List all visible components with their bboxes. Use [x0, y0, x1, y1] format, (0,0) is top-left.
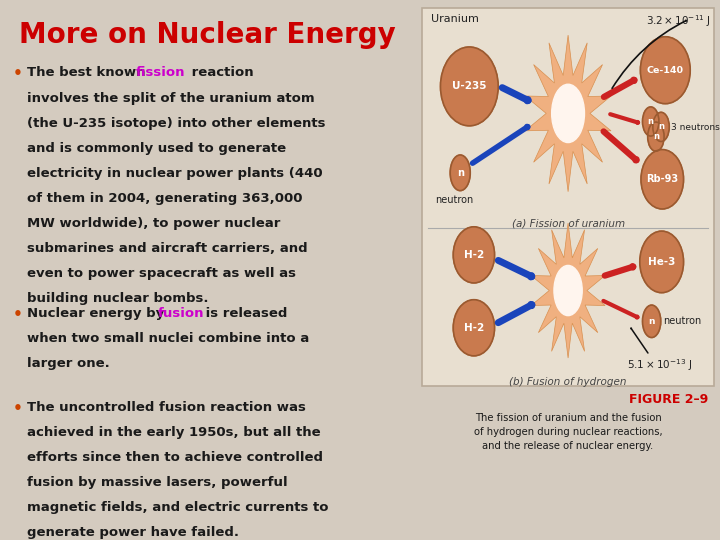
Text: The fission of uranium and the fusion
of hydrogen during nuclear reactions,
and : The fission of uranium and the fusion of… — [474, 413, 662, 451]
Ellipse shape — [642, 305, 661, 338]
Text: neutron: neutron — [663, 316, 701, 326]
Text: achieved in the early 1950s, but all the: achieved in the early 1950s, but all the — [27, 426, 320, 439]
Ellipse shape — [453, 227, 495, 283]
Text: is released: is released — [201, 307, 287, 320]
Ellipse shape — [648, 122, 664, 151]
Ellipse shape — [640, 231, 683, 293]
Text: Ce-140: Ce-140 — [647, 66, 684, 75]
Ellipse shape — [653, 112, 670, 141]
Text: even to power spacecraft as well as: even to power spacecraft as well as — [27, 267, 296, 280]
Circle shape — [552, 84, 585, 143]
Text: involves the split of the uranium atom: involves the split of the uranium atom — [27, 91, 315, 105]
Text: generate power have failed.: generate power have failed. — [27, 526, 239, 539]
Ellipse shape — [453, 300, 495, 356]
Text: H-2: H-2 — [464, 323, 484, 333]
Text: n: n — [658, 123, 664, 131]
Text: The best known: The best known — [27, 66, 150, 79]
Circle shape — [554, 265, 582, 315]
Text: electricity in nuclear power plants (440: electricity in nuclear power plants (440 — [27, 167, 323, 180]
Text: n: n — [456, 168, 464, 178]
Text: n: n — [648, 117, 654, 126]
Text: fusion: fusion — [158, 307, 204, 320]
Text: MW worldwide), to power nuclear: MW worldwide), to power nuclear — [27, 217, 280, 230]
Text: (the U-235 isotope) into other elements: (the U-235 isotope) into other elements — [27, 117, 325, 130]
Text: submarines and aircraft carriers, and: submarines and aircraft carriers, and — [27, 242, 307, 255]
Text: Uranium: Uranium — [431, 14, 480, 24]
Polygon shape — [525, 35, 611, 192]
Text: •: • — [12, 66, 22, 82]
Text: n: n — [649, 317, 655, 326]
Text: efforts since then to achieve controlled: efforts since then to achieve controlled — [27, 451, 323, 464]
Text: (a) Fission of uranium: (a) Fission of uranium — [511, 219, 625, 229]
FancyBboxPatch shape — [422, 8, 714, 386]
Text: $5.1 \times 10^{-13}$ J: $5.1 \times 10^{-13}$ J — [626, 357, 692, 373]
Text: fission: fission — [136, 66, 185, 79]
Text: He-3: He-3 — [648, 257, 675, 267]
Text: Nuclear energy by: Nuclear energy by — [27, 307, 168, 320]
Text: The uncontrolled fusion reaction was: The uncontrolled fusion reaction was — [27, 401, 306, 414]
Text: and is commonly used to generate: and is commonly used to generate — [27, 141, 286, 155]
Text: n: n — [653, 132, 659, 141]
Text: magnetic fields, and electric currents to: magnetic fields, and electric currents t… — [27, 501, 328, 514]
Text: when two small nuclei combine into a: when two small nuclei combine into a — [27, 332, 309, 345]
Ellipse shape — [450, 155, 470, 191]
Text: of them in 2004, generating 363,000: of them in 2004, generating 363,000 — [27, 192, 302, 205]
Ellipse shape — [640, 37, 690, 104]
Polygon shape — [531, 223, 605, 358]
Ellipse shape — [441, 47, 498, 126]
Text: More on Nuclear Energy: More on Nuclear Energy — [19, 21, 395, 49]
Text: reaction: reaction — [186, 66, 253, 79]
Ellipse shape — [642, 107, 659, 136]
Ellipse shape — [641, 150, 683, 209]
Text: U-235: U-235 — [452, 82, 487, 91]
Text: building nuclear bombs.: building nuclear bombs. — [27, 293, 208, 306]
Text: (b) Fusion of hydrogen: (b) Fusion of hydrogen — [509, 377, 627, 387]
Text: 3 neutrons: 3 neutrons — [671, 124, 720, 132]
Text: FIGURE 2–9: FIGURE 2–9 — [629, 393, 708, 406]
Text: •: • — [12, 307, 22, 322]
Text: $3.2 \times 10^{-11}$ J: $3.2 \times 10^{-11}$ J — [646, 14, 711, 29]
Text: Rb-93: Rb-93 — [647, 174, 678, 184]
Text: neutron: neutron — [435, 195, 473, 206]
Text: fusion by massive lasers, powerful: fusion by massive lasers, powerful — [27, 476, 287, 489]
Text: larger one.: larger one. — [27, 357, 109, 370]
Text: H-2: H-2 — [464, 250, 484, 260]
Text: •: • — [12, 401, 22, 416]
